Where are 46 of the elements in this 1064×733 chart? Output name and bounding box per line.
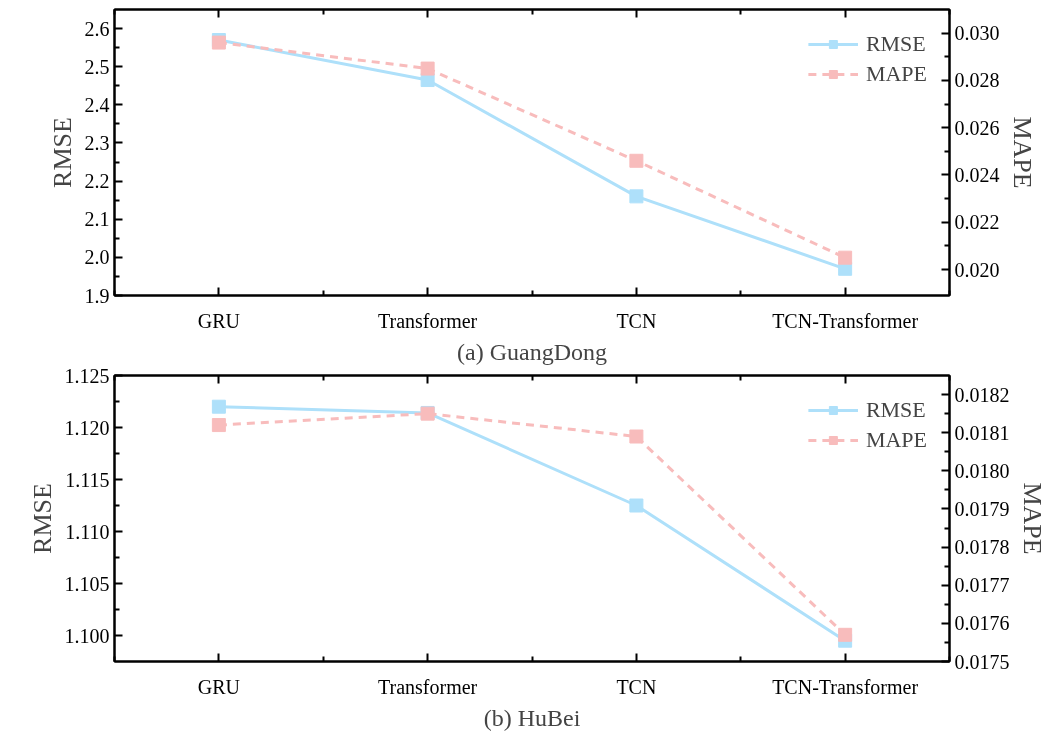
y2-tick-label: 0.026 xyxy=(954,116,1000,139)
y2-tick-label: 0.0181 xyxy=(954,421,1010,444)
y2-tick-label: 0.0179 xyxy=(954,497,1010,520)
y-tick-label: 2.1 xyxy=(84,208,110,231)
x-tick-label: GRU xyxy=(197,675,241,698)
y-tick-label: 2.5 xyxy=(84,55,110,78)
x-tick-label: TCN xyxy=(616,309,657,332)
x-tick-label: Transformer xyxy=(378,675,478,698)
y-tick-label: 1.115 xyxy=(65,468,110,491)
x-tick-label: TCN-Transformer xyxy=(772,675,919,698)
y-tick-label: 2.4 xyxy=(84,93,110,116)
legend-label: RMSE xyxy=(865,31,926,57)
x-tick-label: Transformer xyxy=(378,309,478,332)
y2-tick-label: 0.0177 xyxy=(954,574,1010,597)
y2-tick-label: 0.030 xyxy=(954,22,1000,45)
y-tick-label: 1.125 xyxy=(64,364,110,387)
y-tick-label: 2.0 xyxy=(84,246,110,269)
y-tick-label: 1.110 xyxy=(65,520,110,543)
legend-label: MAPE xyxy=(865,427,927,453)
y2-axis-title: MAPE xyxy=(1007,116,1037,189)
legend-label: MAPE xyxy=(865,61,927,87)
y-tick-label: 1.105 xyxy=(64,572,110,595)
x-tick-label: TCN xyxy=(616,675,657,698)
text: (a) GuangDong xyxy=(457,338,607,365)
y2-tick-label: 0.0176 xyxy=(954,612,1010,635)
y2-tick-label: 0.0180 xyxy=(954,459,1010,482)
x-tick-label: GRU xyxy=(197,309,241,332)
y-tick-label: 1.100 xyxy=(64,624,110,647)
y2-axis-title: MAPE xyxy=(1017,482,1047,555)
y-tick-label: 1.9 xyxy=(84,284,110,307)
y2-tick-label: 0.0175 xyxy=(954,650,1010,673)
legend-label: RMSE xyxy=(865,397,926,423)
x-tick-label: TCN-Transformer xyxy=(772,309,919,332)
y-tick-label: 1.120 xyxy=(64,416,110,439)
y2-tick-label: 0.020 xyxy=(954,258,1000,281)
text: (b) HuBei xyxy=(483,704,581,731)
y-axis-title: RMSE xyxy=(47,117,77,188)
y2-tick-label: 0.024 xyxy=(954,163,1000,186)
y2-tick-label: 0.022 xyxy=(954,211,1000,234)
y2-tick-label: 0.0182 xyxy=(954,383,1010,406)
y-tick-label: 2.2 xyxy=(84,170,110,193)
y2-tick-label: 0.028 xyxy=(954,69,1000,92)
y2-tick-label: 0.0178 xyxy=(954,536,1010,559)
y-tick-label: 2.6 xyxy=(84,17,110,40)
y-tick-label: 2.3 xyxy=(84,131,110,154)
y-axis-title: RMSE xyxy=(27,483,57,554)
